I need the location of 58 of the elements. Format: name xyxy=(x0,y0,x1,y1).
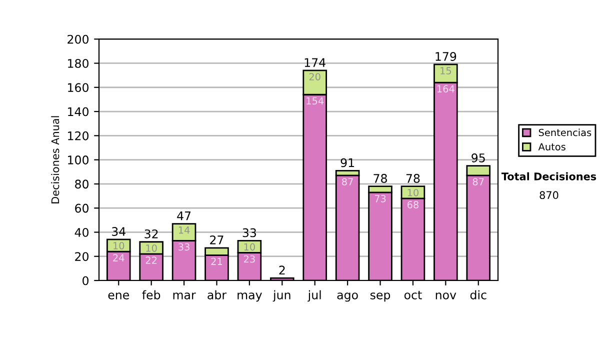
legend-label: Sentencias xyxy=(538,128,592,136)
y-tick-label: 80 xyxy=(75,180,88,189)
total-label: 91 xyxy=(340,158,354,168)
data-label: 21 xyxy=(211,258,222,265)
y-tick-label: 40 xyxy=(74,228,88,237)
x-tick-label: abr xyxy=(208,290,227,300)
total-label: 47 xyxy=(177,212,191,220)
x-tick-label: jul xyxy=(308,290,321,302)
x-tick-label: ago xyxy=(337,292,358,302)
x-tick-label: feb xyxy=(142,290,160,300)
x-tick-label: oct xyxy=(404,290,422,300)
total-label: 33 xyxy=(242,228,256,238)
text: 870 xyxy=(540,191,558,200)
y-tick-label: 140 xyxy=(68,107,88,116)
data-label: 10 xyxy=(408,188,419,196)
total-label: 32 xyxy=(144,229,158,238)
data-label: 87 xyxy=(472,178,484,186)
data-label: 14 xyxy=(178,226,190,234)
data-label: 87 xyxy=(342,178,353,186)
data-label: 68 xyxy=(407,201,418,208)
y-tick-label: 160 xyxy=(68,83,88,92)
x-tick-label: ene xyxy=(108,292,129,300)
total-label: 78 xyxy=(374,174,387,183)
legend-label: Autos xyxy=(538,143,566,150)
x-tick-label: dic xyxy=(470,290,486,300)
x-tick-label: jun xyxy=(272,290,290,302)
x-tick-label: may xyxy=(238,292,262,302)
data-label: 73 xyxy=(374,194,386,202)
total-label: 95 xyxy=(472,153,485,162)
total-label: 78 xyxy=(406,174,420,183)
total-label: 179 xyxy=(436,52,456,61)
data-label: 22 xyxy=(146,256,157,264)
data-label: 20 xyxy=(309,73,320,80)
y-tick-label: 100 xyxy=(68,156,88,164)
y-tick-label: 20 xyxy=(75,252,88,262)
y-tick-label: 60 xyxy=(75,204,88,213)
total-label: 2 xyxy=(279,266,285,274)
data-label: 23 xyxy=(244,255,255,263)
total-label: 34 xyxy=(112,227,126,236)
data-label: 10 xyxy=(244,243,255,251)
y-tick-label: 120 xyxy=(68,131,88,140)
y-tick-label: 200 xyxy=(68,34,88,44)
x-tick-label: mar xyxy=(173,292,196,300)
y-tick-label: 0 xyxy=(82,276,88,286)
y-tick-label: 180 xyxy=(68,58,88,68)
x-tick-label: sep xyxy=(370,292,390,302)
y-axis-title: Decisiones Anual xyxy=(51,116,60,204)
data-label: 15 xyxy=(440,67,452,74)
data-label: 10 xyxy=(146,244,157,252)
data-label: 164 xyxy=(437,85,454,92)
text: Total Decisiones xyxy=(501,172,596,180)
data-label: 154 xyxy=(306,97,324,105)
total-label: 27 xyxy=(210,235,224,244)
data-label: 24 xyxy=(113,254,124,262)
total-label: 174 xyxy=(304,58,326,67)
x-tick-label: nov xyxy=(436,292,456,300)
data-label: 10 xyxy=(114,242,124,250)
data-label: 33 xyxy=(178,243,190,251)
